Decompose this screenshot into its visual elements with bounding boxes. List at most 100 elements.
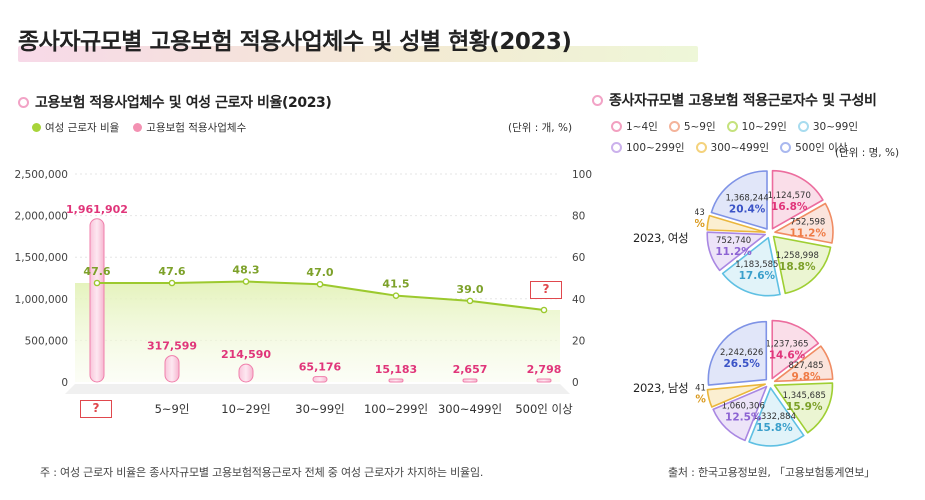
line-area — [75, 281, 560, 382]
pie-value-label: 1,060,306 — [722, 401, 765, 411]
line-point — [242, 278, 250, 285]
line-value-label: 39.0 — [456, 283, 483, 296]
pie-slice — [712, 385, 768, 442]
bar-establishments — [312, 376, 328, 383]
pie-legend-item: 1~4인 — [611, 119, 658, 134]
pie-legend-item: 500인 이상 — [780, 140, 847, 155]
pie-slice — [773, 345, 834, 383]
line-point — [466, 297, 474, 305]
pie-slice — [771, 169, 824, 230]
chart-floor — [65, 384, 570, 394]
bar-establishments — [164, 355, 180, 383]
bar-value-label: 2,798 — [527, 363, 562, 376]
pie-legend: 1~4인 5~9인 10~29인 30~99인 100~299인 300~499인 500인… — [611, 119, 925, 155]
pie-legend-label: 500인 이상 — [795, 142, 848, 154]
bar-establishments — [462, 378, 478, 383]
pie-female: 1,124,57016.8%752,59811.2%1,258,99818.8%… — [695, 169, 834, 297]
bar-value-label: 15,183 — [375, 363, 417, 376]
legend-label-female-ratio: 여성 근로자 비율 — [45, 122, 120, 134]
pie-legend-swatch — [611, 142, 622, 153]
pie-legend-label: 5~9인 — [683, 121, 716, 133]
line-point — [168, 279, 176, 287]
pie-legend-swatch — [726, 121, 738, 132]
pie-value-label: 2,242,626 — [720, 348, 763, 358]
pie-legend-item: 10~29인 — [726, 119, 787, 134]
pie-value-label: 1,237,365 — [765, 340, 808, 350]
bar-value-label: 65,176 — [299, 361, 342, 374]
y-left-tick-label: 500,000 — [25, 335, 68, 347]
legend-item-establishments: 고용보험 적용사업체수 — [133, 120, 246, 135]
pie-legend-swatch — [611, 121, 622, 132]
pie-slice — [706, 231, 767, 272]
pie-legend-item: 30~99인 — [797, 119, 859, 134]
pie-slice — [706, 383, 766, 408]
source-note: 출처 : 한국고용정보원, 「고용보험통계연보」 — [668, 466, 875, 479]
pie-charts: 1,124,57016.8%752,59811.2%1,258,99818.8%… — [695, 169, 834, 447]
line-value-label: 47.0 — [306, 266, 333, 279]
pie-percent-label: 20.4% — [729, 203, 766, 215]
pie-value-label: 752,598 — [790, 218, 825, 228]
pie-section-title: 종사자규모별 고용보험 적용근로자수 및 구성비 — [592, 90, 877, 110]
line-value-label: 41.5 — [382, 278, 409, 291]
pie-slice — [721, 236, 781, 297]
legend-label-establishments: 고용보험 적용사업체수 — [146, 122, 247, 134]
pie-value-label: 752,740 — [716, 236, 751, 246]
pie-legend-label: 1~4인 — [626, 121, 658, 133]
bars — [89, 218, 552, 383]
unknown-ratio-box: ? — [530, 281, 562, 299]
bullet-icon — [592, 94, 603, 106]
bar-establishments — [536, 378, 552, 383]
x-tick-label: 300~499인 — [438, 402, 502, 416]
pie-value-label: 416,141 — [695, 383, 706, 393]
y-left-tick-label: 0 — [61, 377, 68, 389]
legend-item-female-ratio: 여성 근로자 비율 — [32, 120, 119, 135]
line-value-label: 47.6 — [83, 265, 110, 278]
pie-percent-label: 4.9% — [695, 393, 706, 405]
pie-value-label: 266,043 — [695, 208, 705, 218]
data-labels: 1,961,902 317,599 214,590 65,176 15,183 2,657… — [66, 203, 561, 376]
pie-value-label: 1,332,884 — [753, 412, 796, 422]
pie-label-male: 2023, 남성 — [633, 381, 689, 395]
female-ratio-line — [93, 278, 548, 314]
pie-percent-label: 17.6% — [739, 270, 776, 282]
y-left-tick-label: 1,000,000 — [15, 294, 68, 306]
pie-legend-swatch — [797, 121, 809, 132]
x-tick-label: 10~29인 — [221, 402, 270, 416]
pie-value-label: 1,124,570 — [768, 191, 811, 201]
pie-slice — [774, 202, 834, 244]
y-right-tick-label: 0 — [572, 377, 579, 389]
pie-slice — [773, 382, 834, 434]
pie-slice — [710, 170, 768, 230]
bar-establishments — [89, 218, 105, 383]
pie-label-female: 2023, 여성 — [633, 231, 689, 245]
y-left-tick-label: 1,500,000 — [15, 252, 68, 264]
pie-slice — [707, 320, 768, 386]
pie-unit: (단위 : 명, %) — [835, 147, 900, 159]
legend-swatch-female-ratio — [32, 123, 41, 132]
pie-value-label: 1,345,685 — [783, 391, 826, 401]
pie-percent-label: 15.8% — [756, 422, 793, 434]
bar-line-chart-title: 고용보험 적용사업체수 및 여성 근로자 비율(2023) — [18, 92, 332, 112]
y-right-tick-label: 100 — [572, 169, 592, 181]
pie-value-label: 1,368,244 — [725, 193, 768, 203]
bar-line-legend: 여성 근로자 비율 고용보험 적용사업체수 — [32, 120, 260, 135]
y-left-tick-label: 2,500,000 — [15, 169, 68, 181]
pie-percent-label: 9.8% — [791, 371, 821, 383]
y-right-tick-label: 60 — [572, 252, 585, 264]
pie-percent-label: 15.9% — [786, 401, 823, 413]
bar-establishments — [238, 363, 254, 383]
bar-line-chart-title-text: 고용보험 적용사업체수 및 여성 근로자 비율(2023) — [35, 95, 332, 111]
pie-legend-label: 10~29인 — [741, 121, 787, 133]
bar-value-label: 2,657 — [453, 363, 488, 376]
pie-legend-item: 300~499인 — [695, 140, 769, 155]
y-left-tick-label: 2,000,000 — [15, 211, 68, 223]
pie-legend-label: 30~99인 — [812, 121, 859, 133]
pie-percent-label: 18.8% — [779, 261, 816, 273]
bar-value-label: 1,961,902 — [66, 203, 128, 216]
line-area-fill — [75, 281, 560, 382]
pie-legend-swatch — [668, 121, 680, 132]
pie-legend-label: 100~299인 — [626, 142, 685, 154]
pie-legend-swatch — [780, 142, 792, 153]
line-value-label: 47.6 — [158, 265, 185, 278]
floor-platform — [65, 384, 570, 394]
